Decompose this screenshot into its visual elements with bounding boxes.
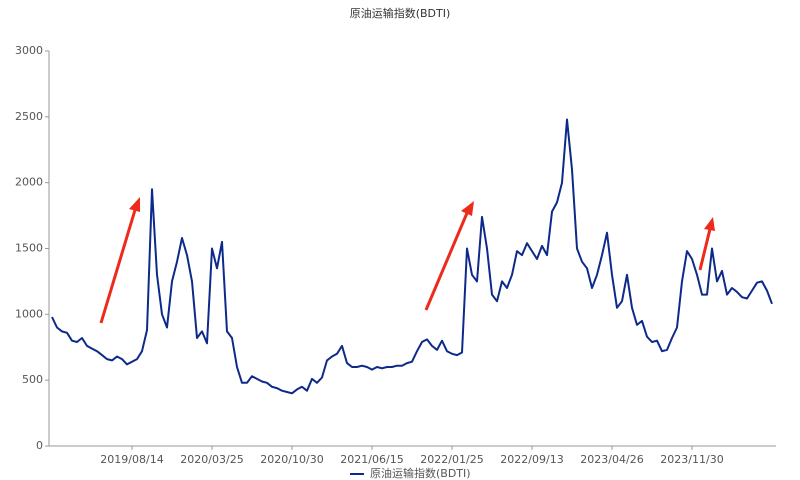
x-tick-label: 2023/04/26 (580, 453, 643, 466)
x-tick-label: 2022/01/25 (420, 453, 483, 466)
arrow-head (704, 217, 715, 231)
arrow-head (129, 197, 140, 212)
y-tick-label: 1500 (15, 242, 43, 255)
y-tick-label: 0 (36, 439, 43, 452)
x-tick-label: 2019/08/14 (100, 453, 163, 466)
y-tick-label: 3000 (15, 44, 43, 57)
y-tick-label: 500 (22, 373, 43, 386)
y-tick-label: 2500 (15, 110, 43, 123)
arrow (698, 228, 712, 271)
annotation-arrows (99, 197, 715, 324)
x-tick-label: 2020/03/25 (180, 453, 243, 466)
x-tick-label: 2023/11/30 (660, 453, 723, 466)
y-tick-label: 1000 (15, 307, 43, 320)
arrow (424, 212, 469, 311)
y-tick-label: 2000 (15, 176, 43, 189)
x-tick-label: 2022/09/13 (500, 453, 563, 466)
line-series (51, 118, 773, 395)
legend-label: 原油运输指数(BDTI) (370, 466, 471, 480)
arrow-head (461, 201, 474, 216)
chart-title: 原油运输指数(BDTI) (350, 6, 451, 20)
x-tick-label: 2020/10/30 (260, 453, 323, 466)
arrow (99, 209, 137, 324)
x-tick-label: 2021/06/15 (340, 453, 403, 466)
